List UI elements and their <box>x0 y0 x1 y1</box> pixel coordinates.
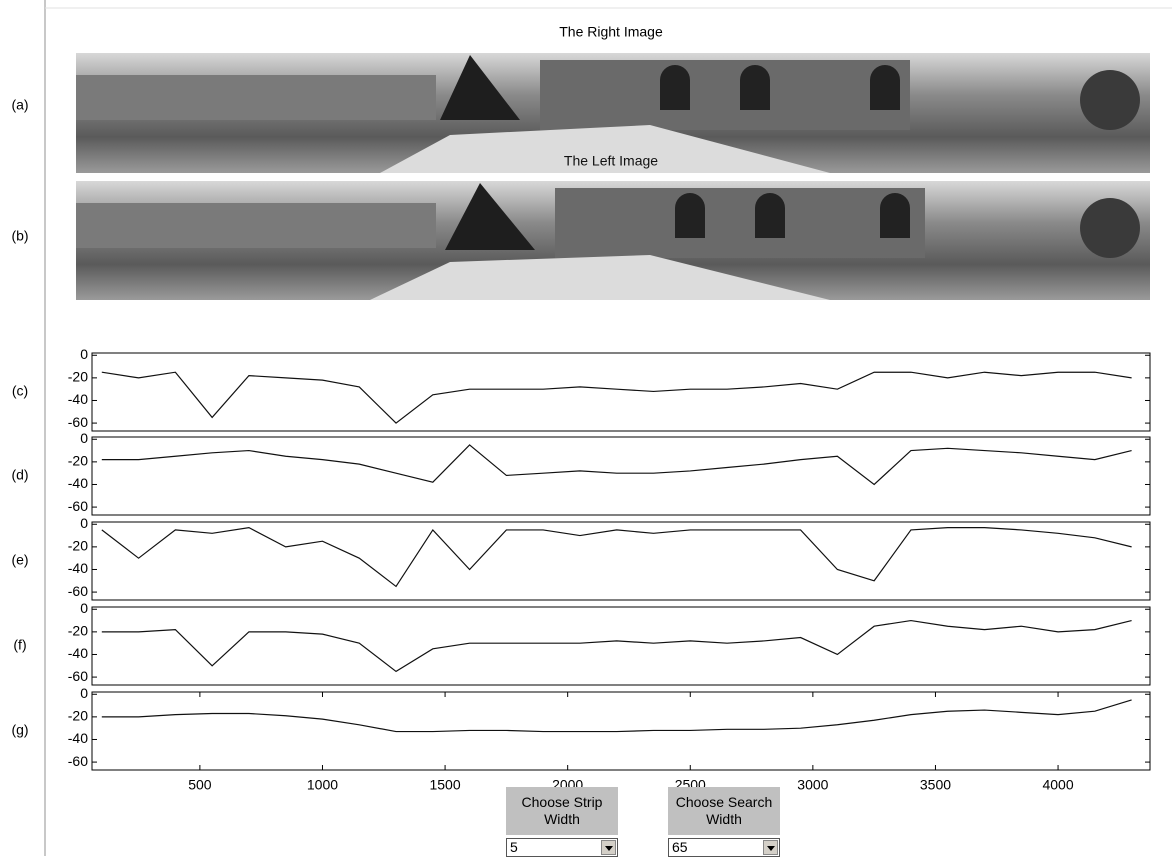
plot-area <box>91 352 1151 432</box>
y-tick-label: -20 <box>68 708 88 724</box>
dropdown-arrow[interactable] <box>763 840 778 855</box>
data-line <box>101 699 1132 733</box>
plot-area <box>91 521 1151 601</box>
panel-label: (g) <box>11 722 28 738</box>
panel-label: (d) <box>11 467 28 483</box>
dropdown-value: 65 <box>672 839 688 855</box>
search-width-control: Choose Search Width 65 <box>668 787 780 857</box>
x-tick-label: 1500 <box>429 777 460 793</box>
y-tick-label: -40 <box>68 645 88 661</box>
panel-label: (b) <box>11 228 28 244</box>
y-tick-label: 0 <box>80 600 88 616</box>
y-tick-label: -60 <box>68 753 88 769</box>
data-line <box>101 371 1132 424</box>
data-line <box>101 527 1132 588</box>
y-tick-label: -20 <box>68 538 88 554</box>
dropdown[interactable]: 65 <box>668 838 780 857</box>
y-tick-label: -20 <box>68 369 88 385</box>
control-label: Choose Search Width <box>668 787 780 835</box>
y-tick-label: 0 <box>80 430 88 446</box>
photo <box>76 181 1150 300</box>
data-line <box>101 444 1132 486</box>
y-tick-label: 0 <box>80 346 88 362</box>
plot-area <box>91 606 1151 686</box>
y-tick-label: -20 <box>68 623 88 639</box>
panel-label: (e) <box>11 552 28 568</box>
y-tick-label: -60 <box>68 498 88 514</box>
panel-label: (c) <box>12 383 28 399</box>
y-tick-label: -40 <box>68 475 88 491</box>
image-title: The Right Image <box>559 24 663 40</box>
dropdown-value: 5 <box>510 839 518 855</box>
y-tick-label: 0 <box>80 685 88 701</box>
y-tick-label: -40 <box>68 560 88 576</box>
x-tick-label: 3000 <box>797 777 828 793</box>
photo <box>76 53 1150 173</box>
data-line <box>101 619 1132 673</box>
image-title: The Left Image <box>564 153 658 169</box>
y-tick-label: -40 <box>68 391 88 407</box>
strip-width-control: Choose Strip Width 5 <box>506 787 618 857</box>
y-tick-label: -40 <box>68 730 88 746</box>
plot-area <box>91 436 1151 516</box>
dropdown-arrow[interactable] <box>601 840 616 855</box>
panel-label: (a) <box>11 97 28 113</box>
x-tick-label: 1000 <box>307 777 338 793</box>
x-tick-label: 500 <box>188 777 212 793</box>
x-tick-label: 3500 <box>920 777 951 793</box>
y-tick-label: -20 <box>68 453 88 469</box>
y-tick-label: -60 <box>68 583 88 599</box>
y-tick-label: -60 <box>68 668 88 684</box>
x-tick-label: 4000 <box>1042 777 1073 793</box>
control-label: Choose Strip Width <box>506 787 618 835</box>
y-tick-label: -60 <box>68 414 88 430</box>
dropdown[interactable]: 5 <box>506 838 618 857</box>
y-tick-label: 0 <box>80 515 88 531</box>
panel-label: (f) <box>13 637 26 653</box>
